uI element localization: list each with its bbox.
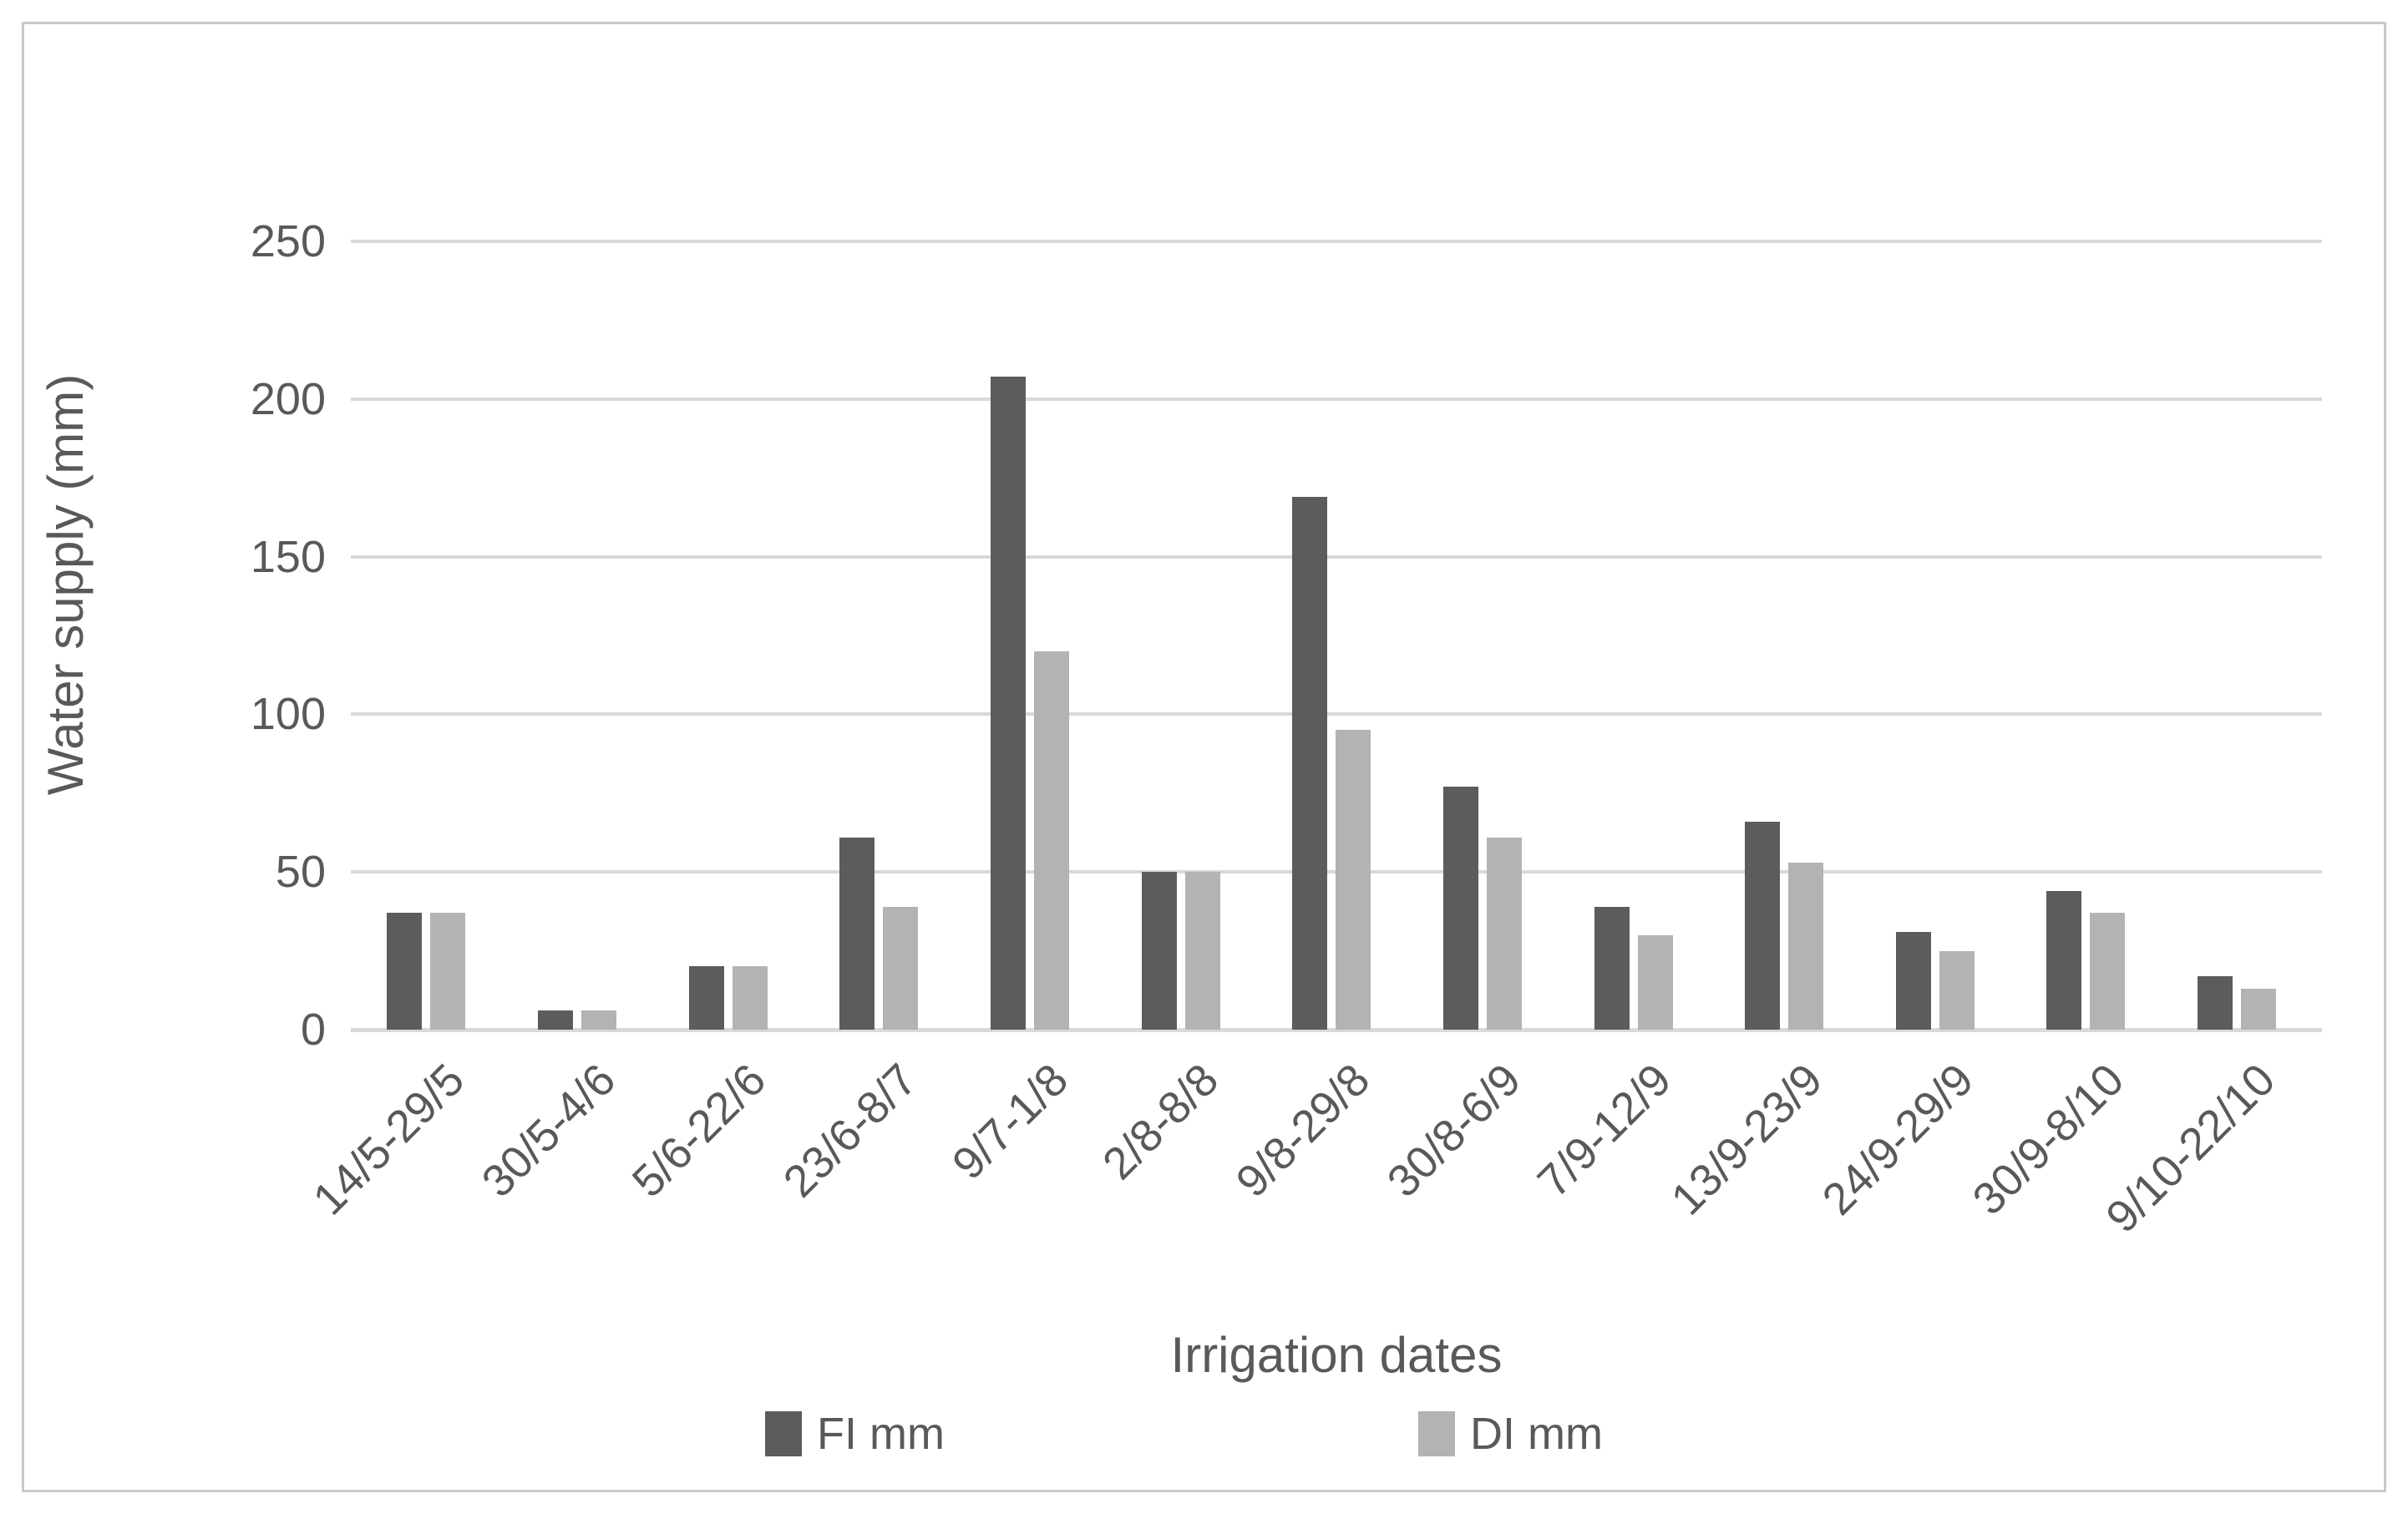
legend-label-di: DI mm xyxy=(1470,1409,1603,1459)
bar-di-30/9-8/10 xyxy=(2090,913,2125,1030)
x-axis-title: Irrigation dates xyxy=(1170,1327,1503,1383)
gridline-200 xyxy=(351,397,2322,401)
y-tick-label-50: 50 xyxy=(275,847,326,898)
gridline-100 xyxy=(351,712,2322,716)
bar-di-7/9-12/9 xyxy=(1638,935,1673,1030)
bar-fi-24/9-29/9 xyxy=(1896,932,1931,1030)
legend-swatch-di-icon xyxy=(1418,1411,1455,1456)
bar-fi-30/5-4/6 xyxy=(538,1010,573,1030)
bar-di-9/10-22/10 xyxy=(2241,989,2276,1030)
bar-di-30/8-6/9 xyxy=(1487,838,1522,1030)
y-tick-label-200: 200 xyxy=(250,373,326,424)
bar-fi-7/9-12/9 xyxy=(1594,907,1630,1030)
bar-fi-14/5-29/5 xyxy=(387,913,422,1030)
legend-swatch-fi-icon xyxy=(765,1411,802,1456)
y-tick-label-100: 100 xyxy=(250,689,326,740)
y-tick-label-150: 150 xyxy=(250,531,326,582)
bar-di-23/6-8/7 xyxy=(883,907,918,1030)
bar-fi-9/7-1/8 xyxy=(991,377,1026,1030)
bar-fi-30/8-6/9 xyxy=(1443,787,1478,1030)
bar-fi-5/6-22/6 xyxy=(689,966,724,1030)
bar-fi-9/10-22/10 xyxy=(2198,976,2233,1030)
legend-label-fi: FI mm xyxy=(817,1409,945,1459)
chart-canvas-border xyxy=(22,22,2386,1492)
bar-fi-9/8-29/8 xyxy=(1292,497,1327,1030)
bar-di-13/9-23/9 xyxy=(1788,863,1823,1030)
bar-fi-13/9-23/9 xyxy=(1745,822,1780,1030)
bar-fi-30/9-8/10 xyxy=(2046,891,2081,1030)
y-axis-title: Water supply (mm) xyxy=(38,373,94,796)
bar-fi-23/6-8/7 xyxy=(839,838,874,1030)
gridline-150 xyxy=(351,554,2322,559)
bar-di-9/8-29/8 xyxy=(1336,730,1371,1030)
y-tick-label-250: 250 xyxy=(250,216,326,266)
bar-di-24/9-29/9 xyxy=(1939,951,1975,1030)
bar-di-9/7-1/8 xyxy=(1034,651,1069,1030)
legend-item-fi: FI mm xyxy=(765,1408,945,1460)
gridline-250 xyxy=(351,240,2322,243)
y-tick-label-0: 0 xyxy=(300,1005,326,1055)
x-axis-line xyxy=(351,1028,2322,1032)
bar-di-14/5-29/5 xyxy=(430,913,465,1030)
bar-fi-2/8-8/8 xyxy=(1142,872,1177,1030)
legend-item-di: DI mm xyxy=(1418,1408,1603,1460)
bar-di-2/8-8/8 xyxy=(1185,872,1220,1030)
bar-di-5/6-22/6 xyxy=(733,966,768,1030)
bar-di-30/5-4/6 xyxy=(581,1010,616,1030)
